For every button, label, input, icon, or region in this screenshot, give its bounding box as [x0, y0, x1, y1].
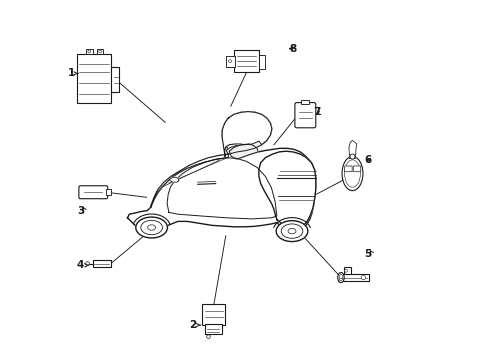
- Text: 6: 6: [364, 155, 371, 165]
- Bar: [97, 49, 103, 54]
- Bar: [106, 189, 111, 195]
- Polygon shape: [348, 140, 356, 158]
- Polygon shape: [229, 144, 258, 159]
- Text: 7: 7: [313, 107, 320, 117]
- Text: 2: 2: [189, 320, 196, 330]
- FancyBboxPatch shape: [294, 103, 315, 128]
- Circle shape: [228, 60, 231, 63]
- Circle shape: [361, 275, 365, 280]
- Bar: [337, 274, 368, 281]
- Circle shape: [88, 50, 91, 53]
- FancyBboxPatch shape: [344, 166, 351, 172]
- Ellipse shape: [342, 156, 362, 191]
- Bar: [204, 324, 222, 334]
- Circle shape: [349, 154, 354, 159]
- Bar: [226, 56, 234, 67]
- Polygon shape: [258, 151, 315, 230]
- Text: 4: 4: [77, 260, 84, 270]
- Bar: [92, 260, 111, 267]
- Bar: [258, 55, 265, 69]
- Ellipse shape: [337, 273, 344, 283]
- Circle shape: [85, 262, 89, 265]
- Bar: [202, 304, 225, 325]
- Text: 1: 1: [67, 68, 75, 78]
- Polygon shape: [167, 158, 276, 219]
- Bar: [343, 267, 350, 275]
- Circle shape: [344, 269, 347, 272]
- Bar: [77, 54, 111, 103]
- Polygon shape: [127, 112, 315, 236]
- Bar: [234, 50, 258, 72]
- Bar: [86, 49, 92, 54]
- Text: 3: 3: [77, 206, 84, 216]
- FancyBboxPatch shape: [352, 166, 360, 172]
- Circle shape: [206, 335, 210, 338]
- FancyBboxPatch shape: [79, 186, 107, 199]
- Text: 5: 5: [364, 249, 371, 259]
- Bar: [301, 100, 308, 104]
- Bar: [111, 67, 119, 92]
- Polygon shape: [151, 154, 228, 207]
- Circle shape: [99, 50, 102, 53]
- Polygon shape: [225, 141, 261, 154]
- Text: 8: 8: [288, 44, 296, 54]
- Polygon shape: [169, 177, 179, 182]
- Ellipse shape: [276, 221, 307, 242]
- Polygon shape: [222, 112, 271, 157]
- Ellipse shape: [136, 217, 167, 238]
